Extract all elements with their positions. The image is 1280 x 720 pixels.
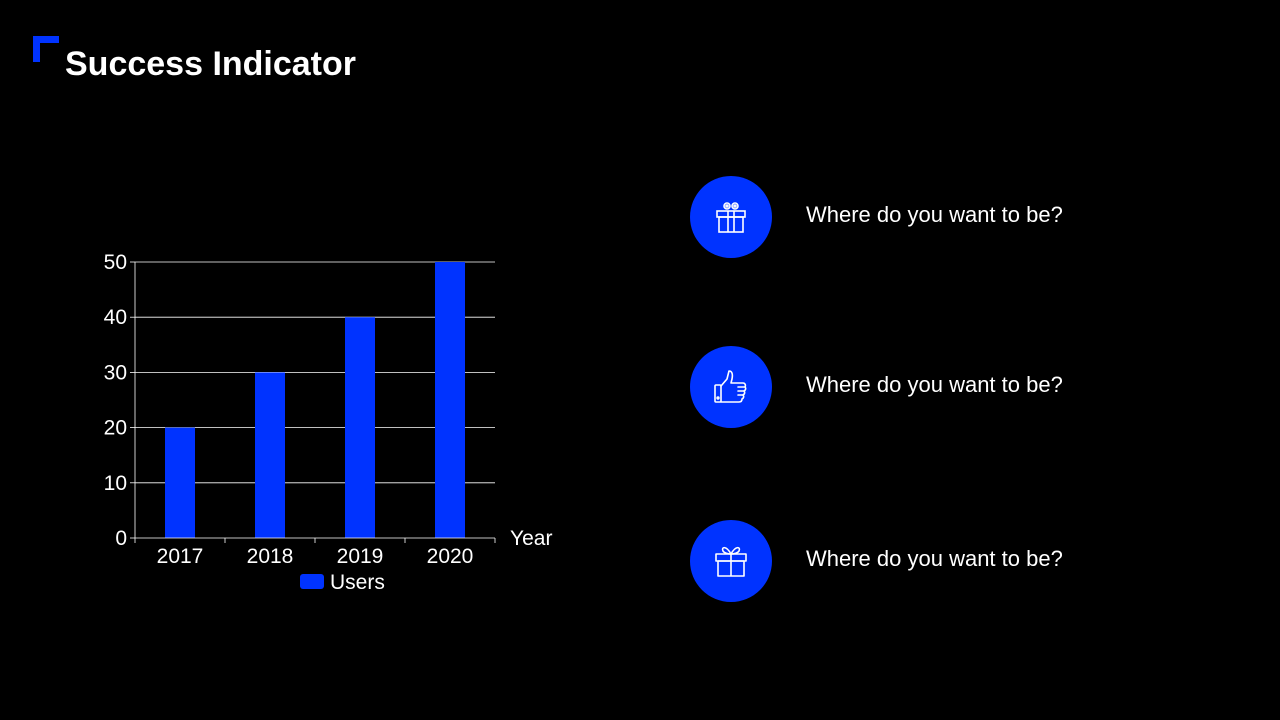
legend-swatch (300, 574, 324, 589)
gift-icon (715, 546, 747, 577)
x-tick-label: 2017 (157, 545, 204, 568)
bar-2018 (255, 372, 285, 538)
feature-item-2: Where do you want to be? (690, 346, 1190, 428)
y-tick-label: 10 (104, 472, 127, 495)
bar-2019 (345, 317, 375, 538)
y-tick-label: 50 (104, 251, 127, 274)
y-tick-label: 20 (104, 417, 127, 440)
page-title: Success Indicator (65, 45, 357, 83)
thumbs-up-icon (714, 370, 747, 403)
bar-2017 (165, 427, 195, 538)
legend-label: Users (330, 571, 385, 594)
feature-text: Where do you want to be? (806, 202, 1063, 227)
x-tick-label: 2020 (427, 545, 474, 568)
y-tick-label: 30 (104, 361, 127, 384)
feature-text: Where do you want to be? (806, 546, 1063, 571)
corner-accent-mark (33, 36, 59, 62)
x-tick-label: 2019 (337, 545, 384, 568)
feature-item-3: Where do you want to be? (690, 520, 1190, 602)
feature-icon-circle (690, 520, 772, 602)
gift-icon (716, 202, 746, 233)
feature-text: Where do you want to be? (806, 372, 1063, 397)
feature-item-1: Where do you want to be? (690, 176, 1190, 258)
feature-icon-circle (690, 176, 772, 258)
x-axis-title: Year (510, 527, 552, 550)
bar-chart: 0 10 20 30 40 50 2017 2018 2019 2020 Year Users (104, 251, 553, 594)
y-tick-label: 40 (104, 306, 127, 329)
y-tick-label: 0 (115, 527, 127, 550)
x-tick-label: 2018 (247, 545, 294, 568)
bar-2020 (435, 262, 465, 538)
feature-icon-circle (690, 346, 772, 428)
